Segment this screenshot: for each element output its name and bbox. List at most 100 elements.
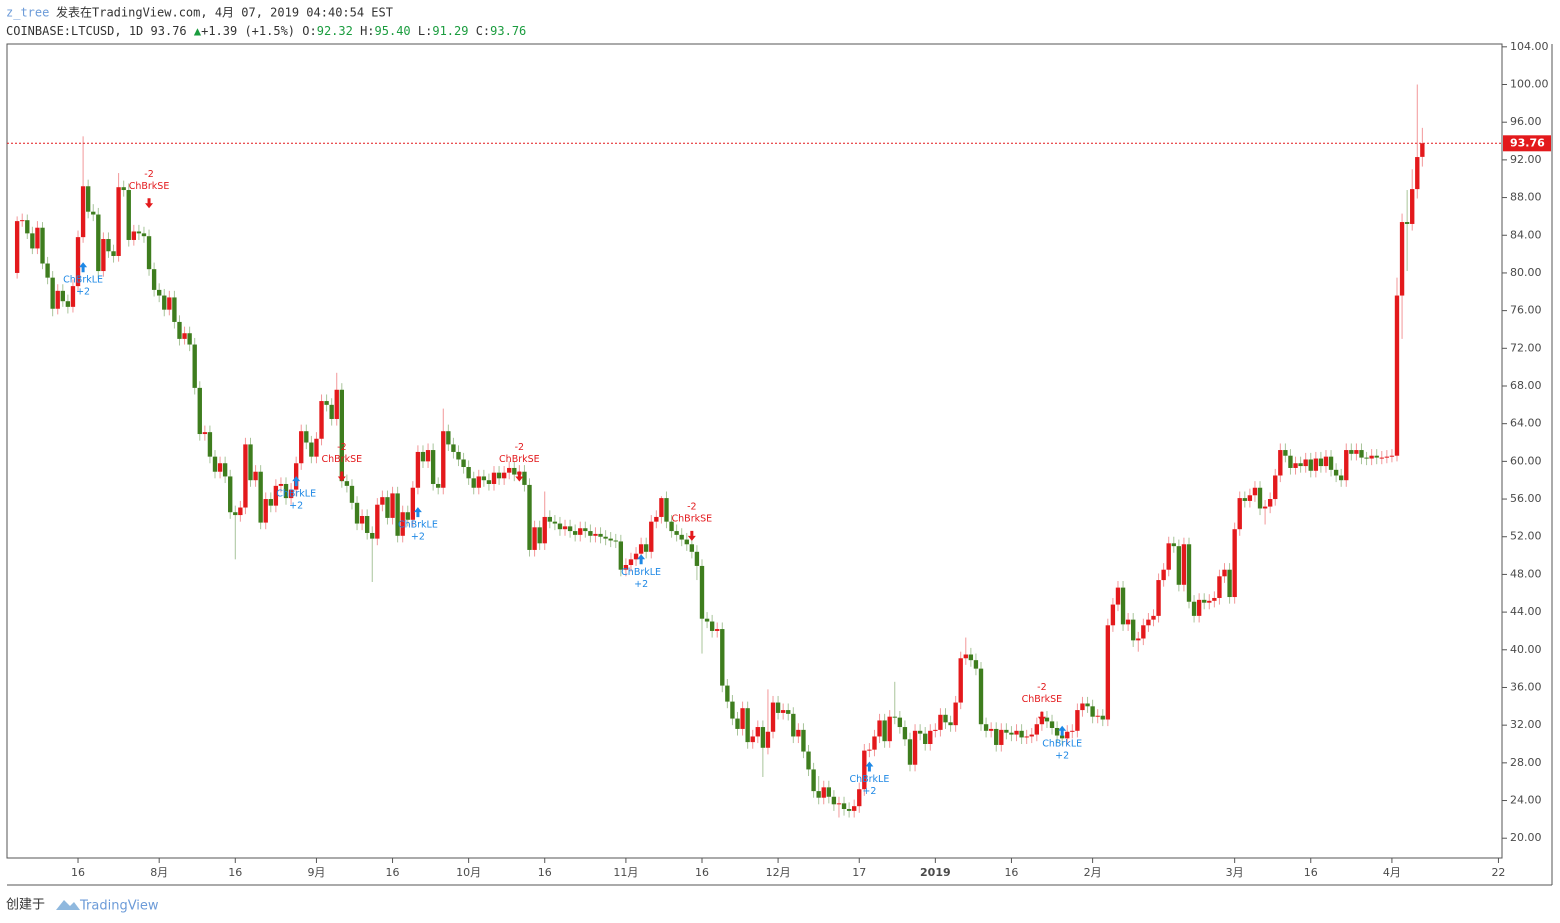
candle-body — [877, 720, 882, 737]
y-tick-label: 60.00 — [1510, 454, 1542, 467]
candle-body — [1196, 599, 1202, 616]
signal-label: ChBrkLE — [398, 520, 438, 531]
candle-body — [344, 481, 350, 486]
candle-body — [1110, 604, 1116, 626]
candle-body — [882, 720, 887, 742]
candle-body — [207, 432, 213, 457]
long-arrow — [865, 761, 874, 772]
candle-body — [1257, 487, 1263, 509]
candle-body — [476, 476, 481, 488]
candle-body — [1227, 569, 1232, 598]
x-tick-label: 2019 — [920, 866, 951, 879]
candle-body — [491, 472, 497, 484]
candle-body — [674, 531, 679, 535]
candle-body — [694, 551, 700, 566]
candle-body — [638, 544, 644, 554]
signal-label: ChBrkLE — [621, 567, 661, 578]
candle-body — [238, 507, 243, 516]
candle-body — [253, 471, 258, 481]
candle-body — [973, 660, 979, 669]
candle-body — [943, 714, 948, 723]
candle-body — [983, 724, 989, 731]
candle-body — [1237, 498, 1242, 530]
candle-body — [1293, 463, 1298, 468]
signal-qty: -2 — [1037, 682, 1046, 693]
candle-body — [212, 456, 218, 472]
candle-body — [862, 750, 867, 790]
ohlc-value: 95.40 — [375, 24, 411, 38]
candle-body — [907, 739, 913, 765]
candle-body — [116, 187, 121, 256]
candle-body — [121, 187, 126, 191]
candle-body — [1323, 456, 1329, 467]
last-price-label: 93.76 — [1510, 136, 1545, 149]
brand-logo[interactable] — [56, 900, 80, 910]
candle-body — [775, 702, 781, 713]
candle-body — [923, 733, 928, 745]
candle-body — [603, 536, 608, 539]
candle-body — [501, 472, 507, 479]
candle-body — [430, 450, 436, 484]
candle-body — [177, 321, 182, 339]
y-tick-label: 24.00 — [1510, 794, 1542, 807]
candle-body — [1191, 601, 1197, 616]
candle-body — [669, 521, 674, 532]
symbol-legend: COINBASE:LTCUSD, 1D 93.76 ▲+1.39 (+1.5%)… — [6, 24, 526, 38]
candle-body — [436, 483, 441, 488]
candle-body — [1125, 619, 1131, 625]
candle-body — [1404, 222, 1410, 224]
candle-body — [228, 476, 233, 513]
candle-body — [816, 791, 821, 798]
candle-body — [720, 629, 725, 686]
candle-body — [872, 736, 877, 750]
candle-body — [846, 809, 852, 811]
candle-body — [415, 451, 421, 488]
candle-body — [380, 497, 385, 505]
y-tick-label: 96.00 — [1510, 115, 1542, 128]
candle-body — [1303, 459, 1308, 467]
x-tick-label: 11月 — [613, 866, 638, 879]
author[interactable]: z_tree — [6, 6, 49, 20]
candle-body — [30, 233, 35, 249]
candle-body — [1131, 619, 1136, 641]
candle-body — [314, 438, 319, 457]
candle-body — [704, 618, 710, 622]
short-arrow — [687, 530, 696, 541]
x-tick-label: 16 — [1004, 866, 1018, 879]
candle-body — [486, 480, 492, 484]
candle-body — [405, 512, 410, 520]
candle-body — [796, 729, 801, 737]
candle-body — [567, 526, 573, 532]
candle-body — [618, 541, 624, 570]
candle-body — [578, 528, 583, 535]
candle-body — [192, 344, 197, 388]
candle-body — [583, 528, 588, 532]
candle-body — [699, 565, 705, 619]
candle-body — [791, 713, 796, 737]
x-tick-label: 17 — [852, 866, 866, 879]
candle-body — [1186, 544, 1192, 602]
signal-label: ChBrkSE — [499, 454, 540, 465]
candle-body — [1247, 495, 1253, 501]
signal-qty: +2 — [76, 287, 90, 298]
candle-body — [278, 483, 284, 486]
signal-label: ChBrkSE — [672, 513, 713, 524]
candle-body — [471, 478, 476, 488]
candle-body — [715, 629, 720, 631]
footer-brand[interactable]: TradingView — [79, 899, 159, 914]
candle-body — [892, 716, 897, 718]
signal-label: ChBrkSE — [322, 454, 363, 465]
candle-body — [390, 493, 395, 518]
candle-body — [1344, 450, 1349, 481]
signal-qty: -2 — [144, 169, 153, 180]
candle-body — [953, 702, 958, 726]
candle-body — [1136, 638, 1141, 641]
candle-body — [151, 269, 157, 290]
candle-body — [633, 553, 639, 560]
candle-body — [780, 710, 786, 713]
candle-body — [1349, 450, 1354, 454]
ohlc-key: L: — [418, 24, 432, 38]
candle-body — [1262, 506, 1268, 509]
y-tick-label: 36.00 — [1510, 680, 1542, 693]
